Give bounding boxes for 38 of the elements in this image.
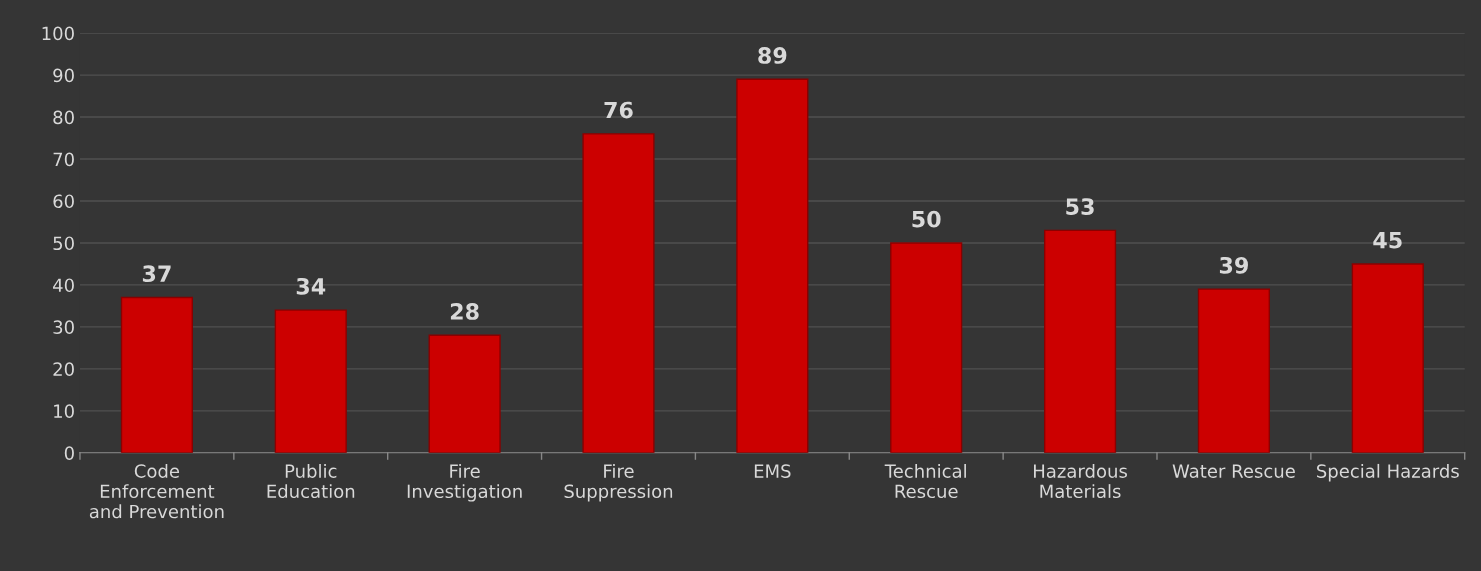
x-tick-label: Hazardous Materials xyxy=(1034,463,1127,499)
bar xyxy=(582,133,655,453)
data-label: 76 xyxy=(604,101,633,119)
data-label: 34 xyxy=(296,277,326,295)
bar xyxy=(890,242,963,453)
y-tick-label: 100 xyxy=(42,26,74,41)
y-tick-label: 70 xyxy=(53,152,74,167)
data-label: 89 xyxy=(758,47,787,64)
bar xyxy=(120,296,193,453)
y-tick-label: 0 xyxy=(64,446,74,460)
bar xyxy=(1197,288,1271,453)
x-tick-label: Technical Rescue xyxy=(884,463,966,499)
x-tick-label: Fire Investigation xyxy=(407,463,522,502)
data-label: 50 xyxy=(912,210,941,228)
y-tick-label: 50 xyxy=(53,236,74,251)
y-tick-label: 90 xyxy=(53,68,74,83)
data-label: 53 xyxy=(1066,198,1094,215)
x-tick-label: Special Hazards xyxy=(1316,463,1459,482)
y-tick-label: 10 xyxy=(54,404,74,418)
x-tick-label: Code Enforcement and Prevention xyxy=(89,463,224,519)
y-tick-label: 60 xyxy=(53,194,74,209)
data-label: 39 xyxy=(1219,256,1248,274)
x-tick-label: Water Rescue xyxy=(1172,464,1295,478)
y-tick-label: 40 xyxy=(53,278,74,293)
bar xyxy=(1043,229,1117,453)
y-tick-label: 20 xyxy=(53,362,74,376)
bar xyxy=(274,309,347,453)
data-label: 28 xyxy=(450,303,479,320)
x-tick-label: Public Education xyxy=(267,463,355,499)
bar xyxy=(1351,263,1424,453)
x-tick-label: Fire Suppression xyxy=(564,463,673,502)
bar xyxy=(428,334,501,453)
y-tick-label: 80 xyxy=(53,110,74,125)
data-label: 37 xyxy=(142,265,171,283)
x-tick-label: EMS xyxy=(754,464,791,478)
data-label: 45 xyxy=(1373,232,1402,249)
y-tick-label: 30 xyxy=(53,320,74,335)
bar xyxy=(736,78,809,453)
